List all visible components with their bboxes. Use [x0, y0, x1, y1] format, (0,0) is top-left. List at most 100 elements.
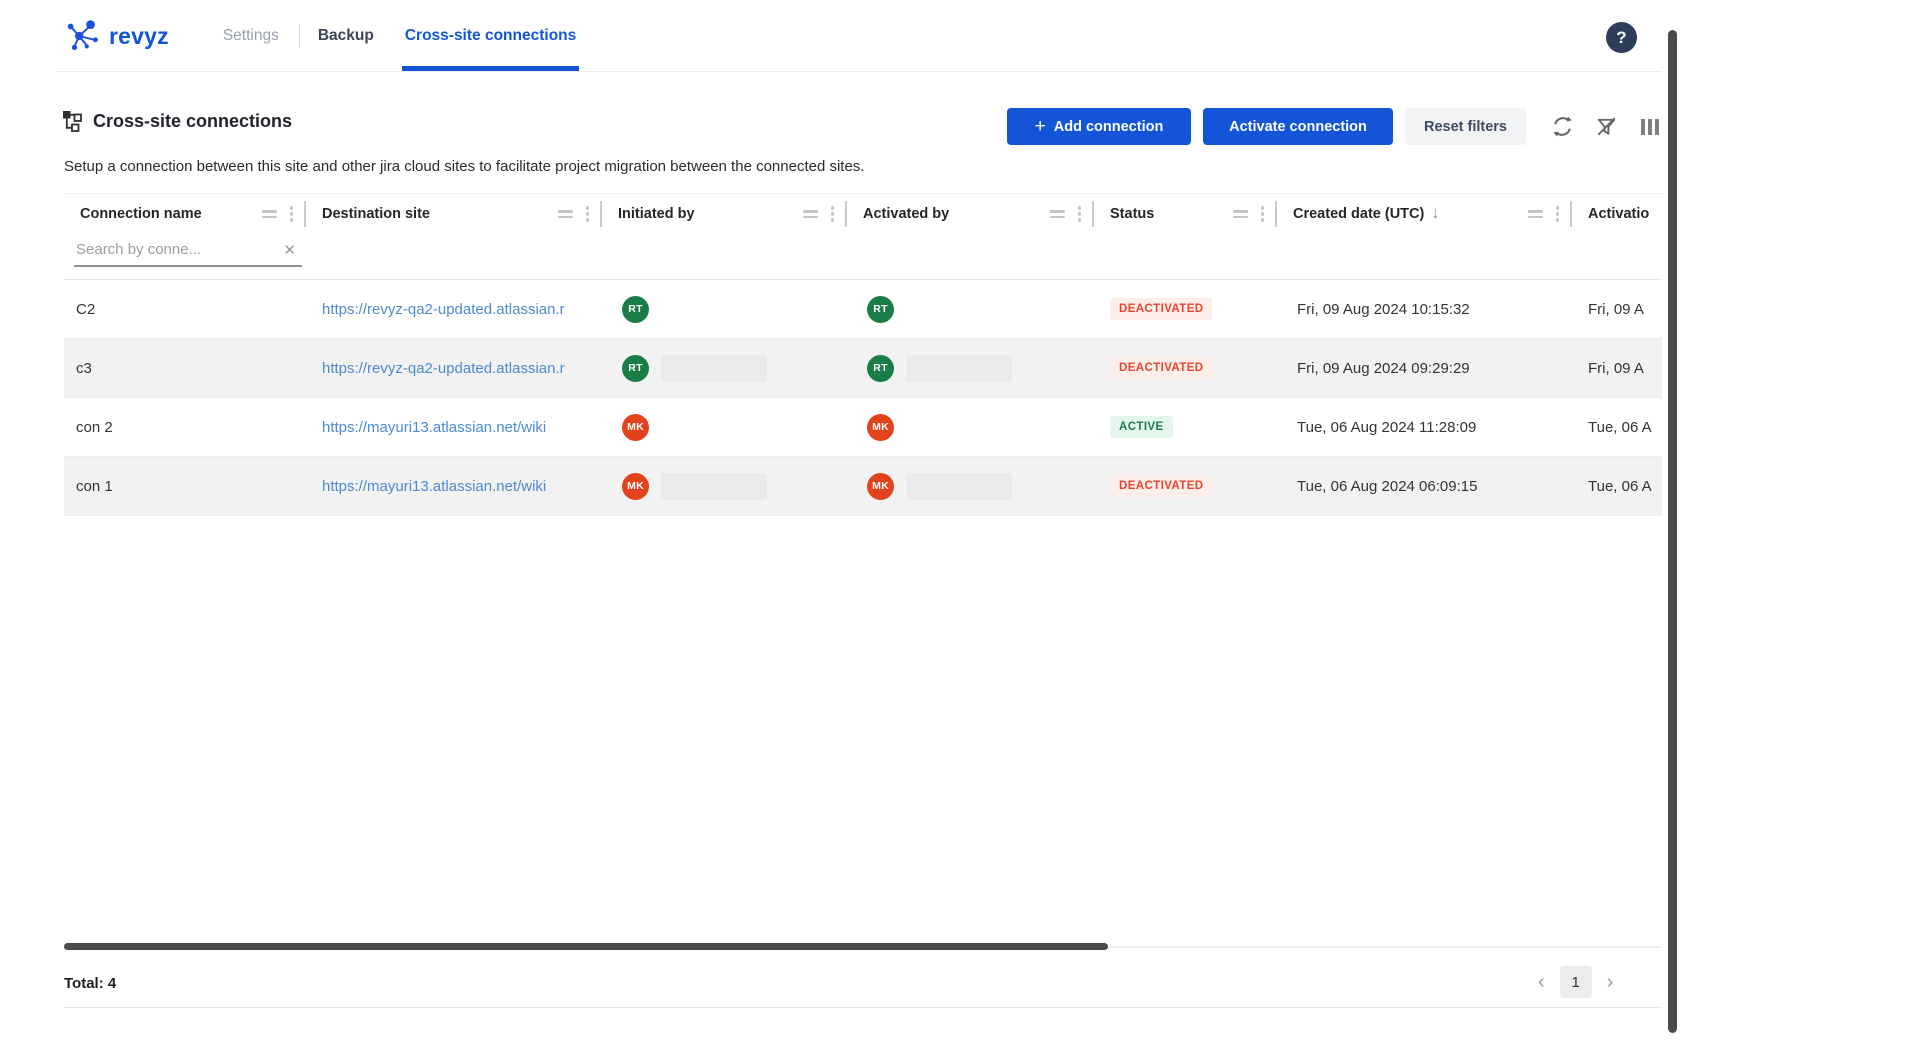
- table-row[interactable]: C2 https://revyz-qa2-updated.atlassian.r…: [64, 280, 1662, 339]
- status-badge: DEACTIVATED: [1110, 475, 1213, 497]
- column-menu-icon[interactable]: [1260, 206, 1264, 222]
- activated-by-avatar: RT: [867, 295, 894, 323]
- destination-link[interactable]: https://mayuri13.atlassian.net/wiki: [322, 418, 547, 436]
- column-menu-icon[interactable]: [289, 206, 293, 222]
- column-divider: [1570, 201, 1572, 227]
- nav-divider: [298, 24, 300, 48]
- chevron-left-icon[interactable]: ‹: [1538, 971, 1545, 993]
- revyz-logo-icon: [67, 20, 98, 51]
- status-badge: ACTIVE: [1110, 416, 1173, 438]
- filter-menu-icon[interactable]: [261, 207, 277, 221]
- search-field[interactable]: ✕: [74, 240, 302, 267]
- add-connection-label: Add connection: [1053, 118, 1164, 135]
- name-placeholder: [906, 354, 1012, 382]
- activated-by-cell: MK: [847, 398, 1094, 456]
- page-subtitle: Setup a connection between this site and…: [64, 158, 865, 175]
- filter-menu-icon[interactable]: [1527, 207, 1543, 221]
- column-divider: [845, 201, 847, 227]
- column-divider: [600, 201, 602, 227]
- column-label: Activatio: [1588, 206, 1650, 222]
- created-date-cell: Fri, 09 Aug 2024 09:29:29: [1297, 359, 1470, 377]
- filter-menu-icon[interactable]: [1232, 207, 1248, 221]
- column-header-connection-name[interactable]: Connection name: [64, 194, 306, 234]
- help-icon[interactable]: ?: [1606, 22, 1637, 53]
- filter-off-icon[interactable]: [1594, 115, 1618, 139]
- table-row[interactable]: con 2 https://mayuri13.atlassian.net/wik…: [64, 398, 1662, 457]
- activation-date-cell: Tue, 06 A: [1588, 418, 1652, 436]
- horizontal-scrollbar[interactable]: [64, 943, 1108, 950]
- column-divider: [304, 201, 306, 227]
- connection-name-cell: c3: [76, 359, 92, 377]
- table-row[interactable]: con 1 https://mayuri13.atlassian.net/wik…: [64, 457, 1662, 516]
- initiated-by-cell: RT: [602, 280, 847, 338]
- activation-date-cell: Fri, 09 A: [1588, 300, 1644, 318]
- activation-date-cell: Tue, 06 A: [1588, 477, 1652, 495]
- destination-link[interactable]: https://mayuri13.atlassian.net/wiki: [322, 477, 547, 495]
- sitemap-icon: [63, 111, 82, 132]
- column-header-destination-site[interactable]: Destination site: [306, 194, 602, 234]
- table-filter-row: ✕: [64, 234, 1662, 280]
- tab-settings[interactable]: Settings: [222, 27, 279, 44]
- brand-name: revyz: [109, 22, 169, 49]
- clear-icon[interactable]: ✕: [283, 241, 296, 259]
- column-header-initiated-by[interactable]: Initiated by: [602, 194, 847, 234]
- column-header-created-date[interactable]: Created date (UTC) ↓: [1277, 194, 1572, 234]
- connection-name-cell: con 2: [76, 418, 113, 436]
- activated-by-cell: RT: [847, 280, 1094, 338]
- column-divider: [1275, 201, 1277, 227]
- column-divider: [1092, 201, 1094, 227]
- destination-link[interactable]: https://revyz-qa2-updated.atlassian.r: [322, 300, 565, 318]
- vertical-scrollbar[interactable]: [1668, 30, 1677, 1033]
- status-badge: DEACTIVATED: [1110, 357, 1213, 379]
- column-menu-icon[interactable]: [1077, 206, 1081, 222]
- column-header-activated-by[interactable]: Activated by: [847, 194, 1094, 234]
- filter-menu-icon[interactable]: [1049, 207, 1065, 221]
- activated-by-avatar: MK: [867, 413, 894, 441]
- destination-site-cell: https://mayuri13.atlassian.net/wiki: [306, 457, 602, 515]
- page-number-button[interactable]: 1: [1559, 966, 1592, 998]
- search-input[interactable]: [74, 240, 258, 259]
- plus-icon: +: [1034, 116, 1046, 137]
- initiated-by-avatar: MK: [622, 472, 649, 500]
- status-badge: DEACTIVATED: [1110, 298, 1213, 320]
- toolbar: + Add connection Activate connection Res…: [1007, 108, 1662, 145]
- name-placeholder: [661, 354, 767, 382]
- initiated-by-cell: RT: [602, 339, 847, 397]
- chevron-right-icon[interactable]: ›: [1606, 971, 1614, 993]
- add-connection-button[interactable]: + Add connection: [1007, 108, 1191, 145]
- activated-by-avatar: RT: [867, 354, 894, 382]
- initiated-by-avatar: MK: [622, 413, 649, 441]
- tab-cross-site-connections[interactable]: Cross-site connections: [401, 0, 580, 72]
- columns-icon[interactable]: [1638, 115, 1662, 139]
- tab-label: Cross-site connections: [404, 27, 577, 44]
- connection-name-cell: C2: [76, 300, 96, 318]
- name-placeholder: [661, 472, 767, 500]
- table-row[interactable]: c3 https://revyz-qa2-updated.atlassian.r…: [64, 339, 1662, 398]
- column-menu-icon[interactable]: [585, 206, 589, 222]
- active-tab-underline: [401, 66, 580, 72]
- footer-border: [64, 1007, 1662, 1008]
- activated-by-cell: MK: [847, 457, 1094, 515]
- status-cell: DEACTIVATED: [1094, 457, 1277, 515]
- page-title: Cross-site connections: [93, 110, 293, 131]
- column-menu-icon[interactable]: [1555, 206, 1559, 222]
- column-header-activation-date[interactable]: Activatio: [1572, 194, 1662, 234]
- tab-backup[interactable]: Backup: [317, 27, 374, 44]
- sort-desc-icon[interactable]: ↓: [1431, 205, 1440, 222]
- column-header-status[interactable]: Status: [1094, 194, 1277, 234]
- activate-connection-button[interactable]: Activate connection: [1203, 108, 1393, 145]
- filter-menu-icon[interactable]: [802, 207, 818, 221]
- column-menu-icon[interactable]: [830, 206, 834, 222]
- total-count: Total: 4: [64, 975, 117, 992]
- column-label: Status: [1110, 206, 1155, 222]
- reset-filters-button[interactable]: Reset filters: [1405, 108, 1526, 145]
- page-header: Cross-site connections: [62, 110, 292, 132]
- destination-site-cell: https://revyz-qa2-updated.atlassian.r: [306, 280, 602, 338]
- filter-menu-icon[interactable]: [557, 207, 573, 221]
- revyz-logo[interactable]: revyz: [64, 17, 169, 55]
- activation-date-cell: Fri, 09 A: [1588, 359, 1644, 377]
- top-nav: revyz Settings Backup Cross-site connect…: [64, 0, 580, 72]
- destination-link[interactable]: https://revyz-qa2-updated.atlassian.r: [322, 359, 565, 377]
- refresh-icon[interactable]: [1550, 115, 1574, 139]
